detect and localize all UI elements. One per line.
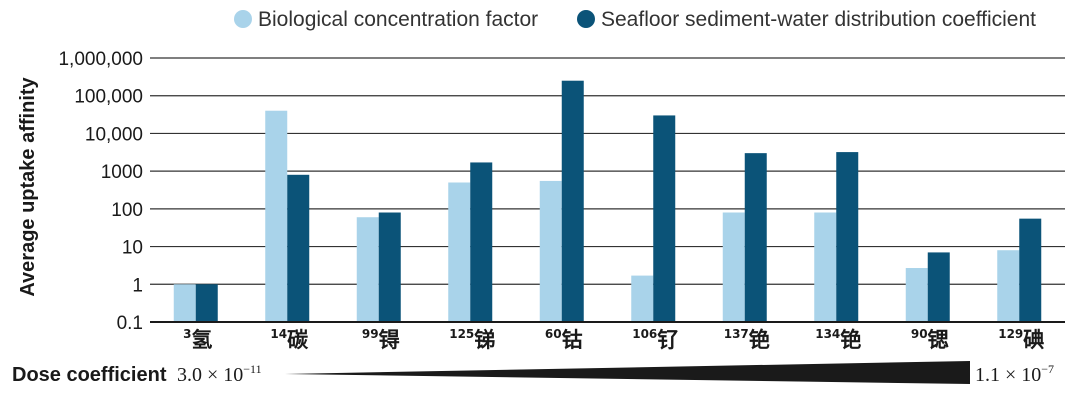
x-tick-label: 90锶: [911, 327, 949, 352]
x-tick-label: 14碳: [270, 327, 309, 352]
y-tick-labels: 0.1 1 10 100 1000 10,000 100,000 1,000,000: [58, 49, 143, 334]
bar-biological-concentration-factor: [539, 180, 562, 322]
x-tick-label: 3氢: [183, 327, 212, 352]
x-tick-label: 106钌: [632, 327, 678, 352]
legend: Biological concentration factor Seafloor…: [234, 8, 1036, 31]
x-tick-label: 125锑: [449, 327, 495, 352]
isotope-mass-number: 106: [632, 327, 657, 341]
isotope-mass-number: 125: [449, 327, 474, 341]
bar-sediment-distribution-coefficient: [653, 115, 676, 322]
element-name: 锶: [928, 328, 949, 352]
bar-sediment-distribution-coefficient: [378, 212, 401, 322]
bar-sediment-distribution-coefficient: [561, 80, 584, 322]
bar-sediment-distribution-coefficient: [927, 252, 950, 322]
bar-biological-concentration-factor: [997, 250, 1020, 322]
y-tick-label: 100,000: [74, 87, 143, 108]
dose-high-mantissa: 1.1 × 10: [975, 364, 1041, 386]
bar-sediment-distribution-coefficient: [744, 153, 767, 322]
element-name: 氢: [191, 328, 212, 352]
y-tick-label: 1: [132, 275, 143, 296]
bar-sediment-distribution-coefficient: [470, 162, 493, 322]
dose-high-value: 1.1 × 10−7: [975, 362, 1054, 386]
dose-coefficient-scale: Dose coefficient 3.0 × 10−11 1.1 × 10−7: [12, 361, 1054, 386]
bar-biological-concentration-factor: [265, 110, 288, 322]
isotope-mass-number: 60: [545, 327, 562, 341]
element-name: 铯: [840, 328, 861, 352]
legend-label-bcf: Biological concentration factor: [258, 8, 538, 31]
element-name: 碘: [1023, 328, 1044, 352]
y-tick-label: 1000: [101, 162, 143, 183]
y-axis-label: Average uptake affinity: [17, 76, 39, 296]
y-tick-label: 0.1: [117, 313, 143, 334]
bar-sediment-distribution-coefficient: [836, 152, 859, 322]
x-tick-label: 129碘: [998, 327, 1044, 352]
dose-coefficient-label: Dose coefficient: [12, 364, 167, 386]
bar-biological-concentration-factor: [631, 275, 654, 322]
bar-biological-concentration-factor: [905, 268, 928, 322]
bar-biological-concentration-factor: [356, 217, 379, 322]
y-tick-label: 10: [122, 238, 143, 259]
element-name: 锑: [474, 328, 495, 352]
legend-label-kd: Seafloor sediment-water distribution coe…: [601, 8, 1036, 31]
isotope-mass-number: 134: [815, 327, 840, 341]
element-name: 碳: [287, 328, 309, 352]
dose-low-exponent: −11: [243, 362, 261, 376]
isotope-mass-number: 99: [362, 327, 379, 341]
bar-biological-concentration-factor: [814, 212, 837, 322]
bar-biological-concentration-factor: [173, 284, 196, 322]
y-tick-label: 1,000,000: [58, 49, 143, 70]
bar-sediment-distribution-coefficient: [1019, 218, 1042, 322]
bars: [173, 80, 1042, 322]
y-tick-label: 100: [111, 200, 143, 221]
isotope-mass-number: 90: [911, 327, 928, 341]
element-name: 铯: [749, 328, 770, 352]
x-tick-label: 137铯: [724, 327, 770, 352]
bar-biological-concentration-factor: [448, 182, 471, 322]
bar-sediment-distribution-coefficient: [195, 284, 218, 322]
isotope-mass-number: 14: [270, 327, 287, 341]
x-tick-label: 60钴: [545, 327, 583, 352]
legend-marker-bcf: [234, 10, 252, 28]
dose-high-exponent: −7: [1041, 362, 1054, 376]
element-name: 钌: [657, 328, 678, 352]
isotope-mass-number: 137: [724, 327, 749, 341]
isotope-mass-number: 129: [998, 327, 1023, 341]
dose-low-value: 3.0 × 10−11: [177, 362, 262, 386]
dose-low-mantissa: 3.0 × 10: [177, 364, 243, 386]
x-tick-label: 134铯: [815, 327, 861, 352]
x-tick-labels: 3氢 14碳 99锝 125锑 60钴 106钌 137铯 134铯 90锶 129碘: [183, 327, 1044, 352]
x-tick-label: 99锝: [362, 327, 400, 352]
element-name: 钴: [562, 328, 583, 352]
dose-wedge: [285, 361, 970, 384]
isotope-mass-number: 3: [183, 327, 191, 341]
bar-biological-concentration-factor: [722, 212, 745, 322]
element-name: 锝: [379, 328, 400, 352]
y-tick-label: 10,000: [85, 124, 143, 145]
legend-marker-kd: [577, 10, 595, 28]
bar-sediment-distribution-coefficient: [287, 174, 310, 322]
